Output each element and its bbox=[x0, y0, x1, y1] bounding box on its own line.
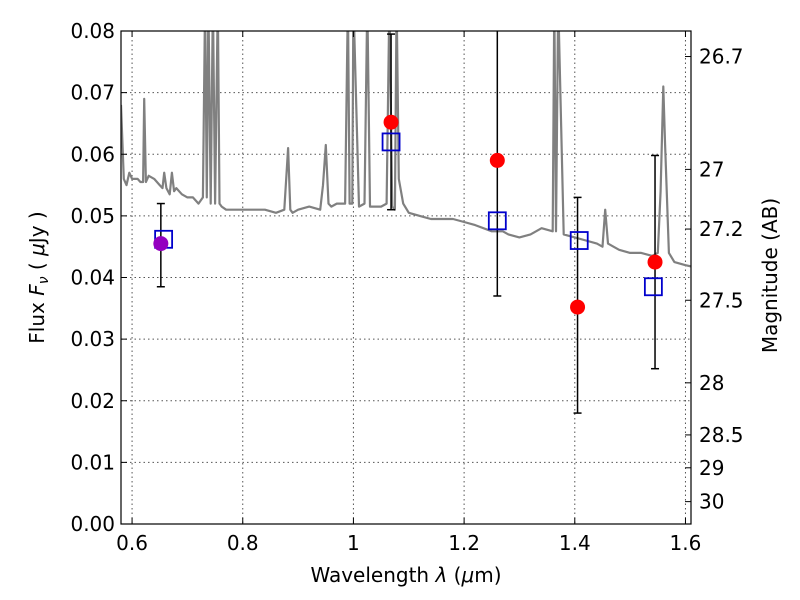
y-tick-label: 0.08 bbox=[70, 19, 115, 43]
model-photometry-point bbox=[487, 211, 507, 231]
y-axis-label: Flux Fν ( μJy ) bbox=[25, 211, 52, 343]
observed-point bbox=[570, 299, 586, 315]
y-tick-label: 0.04 bbox=[70, 266, 115, 290]
x-tick-label: 0.8 bbox=[227, 531, 259, 555]
x-axis-unit-end: m) bbox=[474, 563, 501, 587]
x-tick-label: 0.6 bbox=[116, 531, 148, 555]
observed-point bbox=[489, 152, 505, 168]
axis-ticks: 0.6 0.8 1 1.2 1.4 1.6 0.00 0.01 0.02 0.03 0.04 0.05… bbox=[70, 19, 743, 555]
y-tick-label: 0.02 bbox=[70, 389, 115, 413]
y-axis-f: F bbox=[25, 284, 49, 296]
y-tick-label: 0.01 bbox=[70, 450, 115, 474]
spectrum-line bbox=[121, 31, 691, 268]
model-photometry-point bbox=[643, 277, 663, 297]
y2-tick-label: 28 bbox=[699, 371, 724, 395]
x-axis-unit: ( bbox=[447, 563, 461, 587]
y2-tick-label: 29 bbox=[699, 456, 724, 480]
observed-point bbox=[383, 114, 399, 130]
y2-tick-label: 27.2 bbox=[699, 217, 744, 241]
y-axis-label-text: Flux bbox=[25, 296, 49, 344]
y-axis-unit: ( bbox=[25, 256, 49, 277]
y2-tick-label: 27 bbox=[699, 157, 724, 181]
x-tick-label: 1.2 bbox=[448, 531, 480, 555]
y-tick-label: 0.06 bbox=[70, 142, 115, 166]
observed-point bbox=[647, 254, 663, 270]
x-axis-mu: μ bbox=[460, 563, 474, 587]
y-tick-label: 0.07 bbox=[70, 81, 115, 105]
y-axis-mu: μ bbox=[25, 243, 49, 257]
y2-axis-label: Magnitude (AB) bbox=[758, 198, 782, 353]
y-axis-unit-end: Jy ) bbox=[25, 211, 49, 245]
x-axis-lambda: λ bbox=[434, 563, 447, 587]
model-photometry-point bbox=[569, 231, 589, 250]
observed-points bbox=[153, 114, 663, 315]
x-axis-label-text: Wavelength bbox=[310, 563, 435, 587]
y-tick-label: 0.00 bbox=[70, 512, 115, 536]
x-tick-label: 1.6 bbox=[670, 531, 702, 555]
y2-tick-label: 30 bbox=[699, 490, 724, 514]
model-photometry-points bbox=[154, 132, 663, 297]
overlap-point bbox=[153, 236, 169, 252]
x-axis-label: Wavelength λ (μm) bbox=[310, 563, 501, 587]
x-tick-label: 1 bbox=[347, 531, 360, 555]
y2-tick-label: 27.5 bbox=[699, 288, 744, 312]
y-axis-nu: ν bbox=[36, 276, 52, 284]
error-bars bbox=[156, 31, 660, 414]
y-tick-label: 0.05 bbox=[70, 204, 115, 228]
y-tick-label: 0.03 bbox=[70, 327, 115, 351]
y2-tick-label: 28.5 bbox=[699, 423, 744, 447]
model-photometry-point bbox=[381, 132, 401, 152]
x-tick-label: 1.4 bbox=[559, 531, 591, 555]
model-spectrum bbox=[121, 31, 691, 268]
y2-tick-label: 26.7 bbox=[699, 45, 744, 69]
